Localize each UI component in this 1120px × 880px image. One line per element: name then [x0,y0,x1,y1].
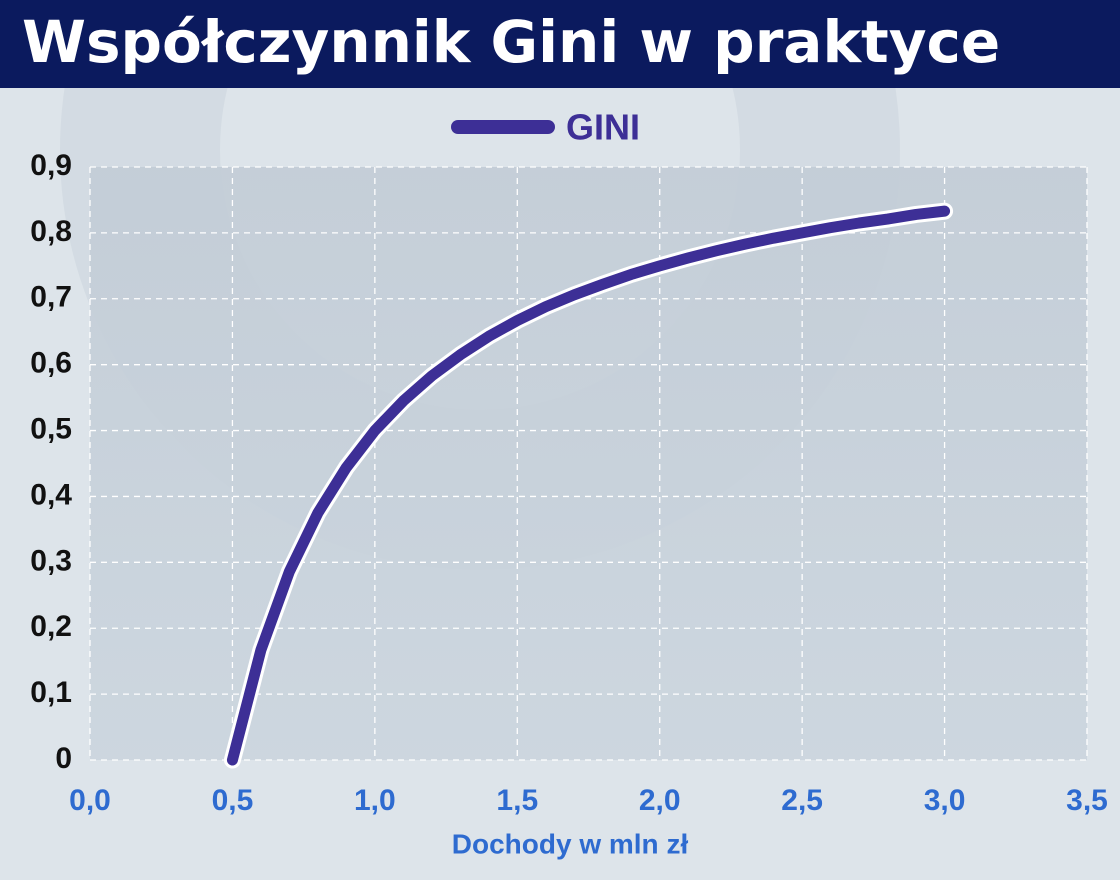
y-tick-label: 0,4 [30,478,72,511]
y-tick-label: 0,6 [30,347,72,380]
line [226,205,951,766]
y-tick-label: 0,7 [30,281,72,314]
x-tick-label: 2,5 [781,784,823,817]
x-tick-label: 1,0 [354,784,396,817]
y-tick-label: 0,8 [30,215,72,248]
y-tick-label: 0,5 [30,412,72,445]
y-tick-label: 0,2 [30,610,72,643]
x-axis-label: Dochody w mln zł [452,828,689,859]
y-tick-label: 0,1 [30,676,72,709]
legend-label: GINI [566,107,640,148]
title-bar [0,0,1120,88]
x-tick-label: 1,5 [496,784,538,817]
y-tick-label: 0 [55,742,72,775]
legend: GINI [451,107,640,148]
x-tick-label: 2,0 [639,784,681,817]
chart-title: Współczynnik Gini w praktyce [22,8,1000,76]
x-tick-label: 0,5 [212,784,254,817]
x-tick-label: 0,0 [69,784,111,817]
x-tick-label: 3,0 [924,784,966,817]
plot-area [90,167,1087,760]
x-tick-label: 3,5 [1066,784,1108,817]
y-tick-label: 0,9 [30,149,72,182]
y-tick-label: 0,3 [30,544,72,577]
